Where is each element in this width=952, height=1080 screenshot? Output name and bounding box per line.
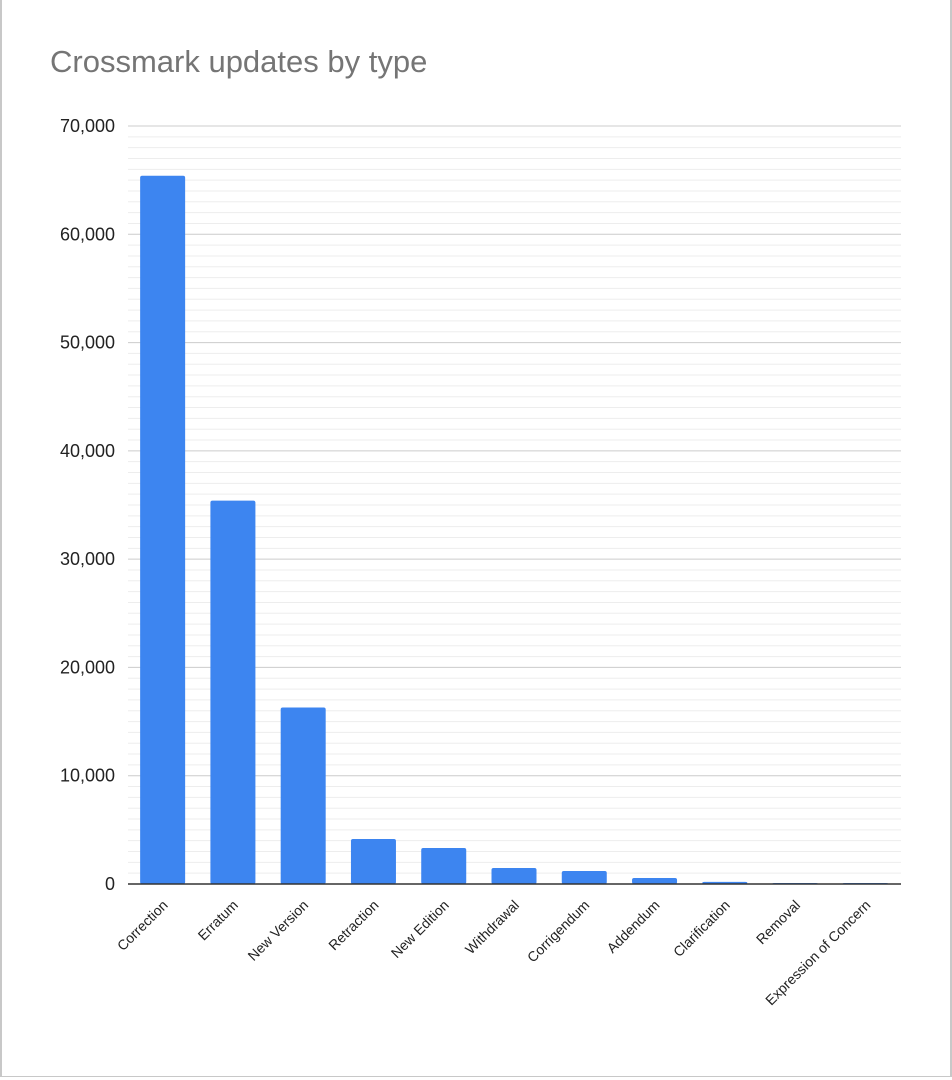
x-tick-label: Retraction [325,897,381,953]
x-tick-label: New Edition [388,897,452,961]
bar-retraction [350,839,396,884]
y-tick-label: 30,000 [60,549,115,569]
x-tick-label: Correction [114,897,171,954]
bar-withdrawal [491,867,537,884]
bar-addendum [632,878,678,884]
x-tick-label: Removal [753,897,803,947]
y-tick-label: 70,000 [60,116,115,136]
bar-new-edition [421,848,467,884]
x-tick-label: Erratum [195,897,242,944]
y-tick-label: 60,000 [60,224,115,244]
y-tick-label: 40,000 [60,441,115,461]
y-tick-label: 0 [105,874,115,894]
y-tick-label: 50,000 [60,333,115,353]
bar-new-version [280,707,326,884]
x-tick-label: New Version [244,897,311,964]
x-tick-label: Corrigendum [524,897,593,966]
bar-erratum [210,500,256,884]
x-tick-label: Withdrawal [462,897,522,957]
y-tick-label: 20,000 [60,657,115,677]
chart-title: Crossmark updates by type [50,44,428,79]
bar-correction [140,175,186,885]
x-tick-label: Addendum [603,897,662,956]
x-tick-label: Clarification [670,897,733,960]
y-tick-label: 10,000 [60,766,115,786]
bar-corrigendum [561,871,607,884]
